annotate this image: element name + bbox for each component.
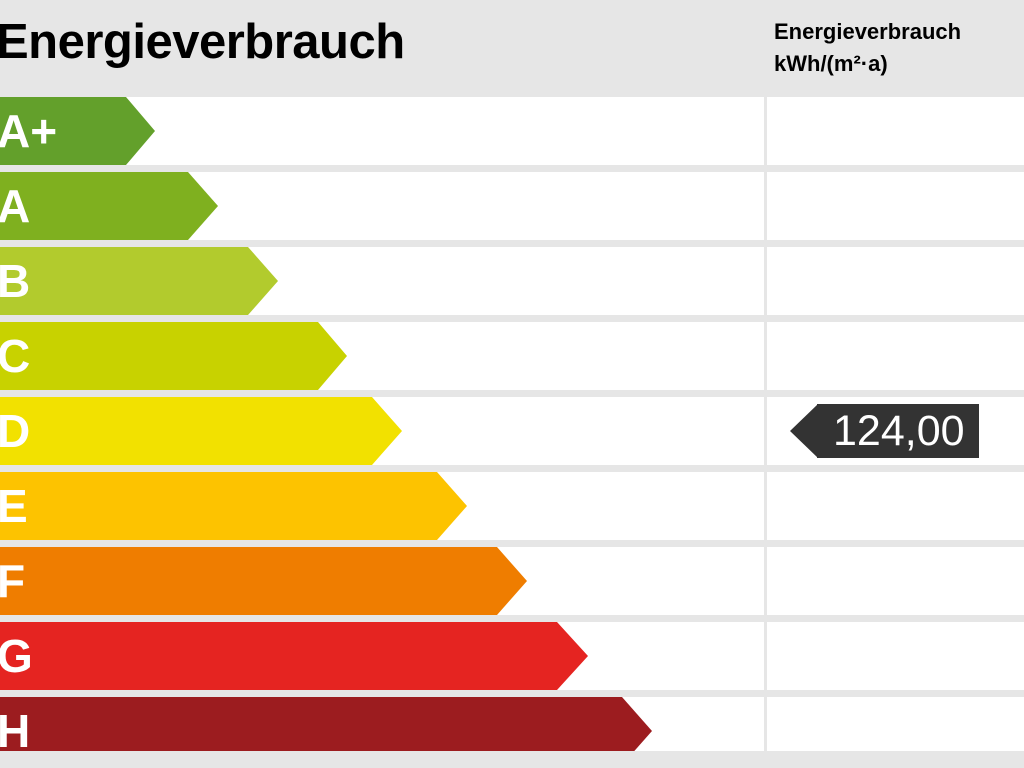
efficiency-class-label: F <box>0 555 26 607</box>
efficiency-class-label: B <box>0 255 31 307</box>
efficiency-class-label: D <box>0 405 31 457</box>
efficiency-class-label: G <box>0 630 33 682</box>
row-separator <box>0 690 1024 697</box>
bar-body <box>0 247 248 315</box>
bar-arrow-tip <box>437 472 467 540</box>
bar-arrow-tip <box>557 622 588 690</box>
efficiency-class-label: A <box>0 180 31 232</box>
row-separator <box>0 165 1024 172</box>
scale-row: B <box>0 247 1024 315</box>
bar-arrow-tip <box>126 97 155 165</box>
bar-body <box>0 322 318 390</box>
bar-arrow-tip <box>497 547 527 615</box>
efficiency-class-label: H <box>0 705 31 757</box>
bar-arrow-tip <box>372 397 402 465</box>
chart-header: Energieverbrauch Energieverbrauch kWh/(m… <box>0 0 1024 97</box>
bar-arrow-tip <box>188 172 218 240</box>
scale-row: A <box>0 172 1024 240</box>
marker-arrow-icon <box>790 404 818 458</box>
bar-arrow-tip <box>248 247 278 315</box>
bar-body <box>0 397 372 465</box>
row-separator <box>0 240 1024 247</box>
efficiency-class-label: C <box>0 330 31 382</box>
scale-row: C <box>0 322 1024 390</box>
bar-body <box>0 472 437 540</box>
row-separator <box>0 465 1024 472</box>
value-column-header: Energieverbrauch kWh/(m²·a) <box>774 16 961 80</box>
page-title: Energieverbrauch <box>0 15 405 69</box>
bottom-band <box>0 751 1024 768</box>
scale-row: G <box>0 622 1024 690</box>
bar-arrow-tip <box>318 322 347 390</box>
bar-body <box>0 97 126 165</box>
bar-body <box>0 622 557 690</box>
row-separator <box>0 315 1024 322</box>
bar-body <box>0 547 497 615</box>
marker-value-box: 124,00 <box>817 404 979 458</box>
efficiency-class-label: E <box>0 480 28 532</box>
value-column-header-line1: Energieverbrauch <box>774 19 962 44</box>
scale-row: D <box>0 397 1024 465</box>
scale-row: F <box>0 547 1024 615</box>
row-separator <box>0 540 1024 547</box>
scale-row: A+ <box>0 97 1024 165</box>
efficiency-class-label: A+ <box>0 105 58 157</box>
row-separator <box>0 615 1024 622</box>
marker-value-text: 124,00 <box>833 406 965 455</box>
row-separator <box>0 390 1024 397</box>
column-divider <box>764 97 767 751</box>
bars-area: A+ A B C D E F G H 124,00 <box>0 97 1024 768</box>
bar-body <box>0 172 188 240</box>
value-column-header-line2: kWh/(m²·a) <box>774 50 888 76</box>
scale-row: E <box>0 472 1024 540</box>
